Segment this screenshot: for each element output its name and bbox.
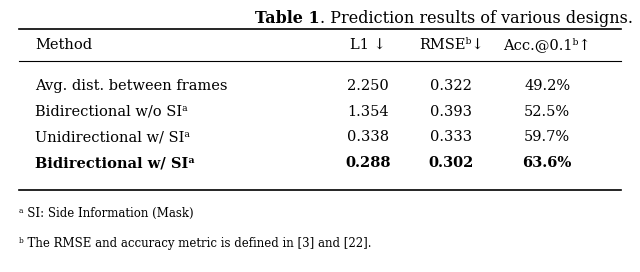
- Text: Bidirectional w/ SIᵃ: Bidirectional w/ SIᵃ: [35, 156, 195, 170]
- Text: Method: Method: [35, 38, 92, 52]
- Text: . Prediction results of various designs.: . Prediction results of various designs.: [320, 10, 633, 26]
- Text: 52.5%: 52.5%: [524, 104, 570, 119]
- Text: Acc.@0.1ᵇ↑: Acc.@0.1ᵇ↑: [504, 38, 591, 52]
- Text: L1 ↓: L1 ↓: [350, 38, 386, 52]
- Text: 2.250: 2.250: [347, 79, 389, 93]
- Text: 0.333: 0.333: [430, 130, 472, 144]
- Text: 0.302: 0.302: [429, 156, 474, 170]
- Text: 0.338: 0.338: [347, 130, 389, 144]
- Text: 1.354: 1.354: [347, 104, 389, 119]
- Text: Unidirectional w/ SIᵃ: Unidirectional w/ SIᵃ: [35, 130, 190, 144]
- Text: RMSEᵇ↓: RMSEᵇ↓: [419, 38, 483, 52]
- Text: 59.7%: 59.7%: [524, 130, 570, 144]
- Text: ᵃ SI: Side Information (Mask): ᵃ SI: Side Information (Mask): [19, 207, 194, 220]
- Text: 49.2%: 49.2%: [524, 79, 570, 93]
- Text: 0.393: 0.393: [430, 104, 472, 119]
- Text: 0.322: 0.322: [430, 79, 472, 93]
- Text: Table 1: Table 1: [255, 10, 320, 26]
- Text: 0.288: 0.288: [345, 156, 391, 170]
- Text: ᵇ The RMSE and accuracy metric is defined in [3] and [22].: ᵇ The RMSE and accuracy metric is define…: [19, 237, 372, 250]
- Text: Bidirectional w/o SIᵃ: Bidirectional w/o SIᵃ: [35, 104, 188, 119]
- Text: 63.6%: 63.6%: [522, 156, 572, 170]
- Text: Avg. dist. between frames: Avg. dist. between frames: [35, 79, 228, 93]
